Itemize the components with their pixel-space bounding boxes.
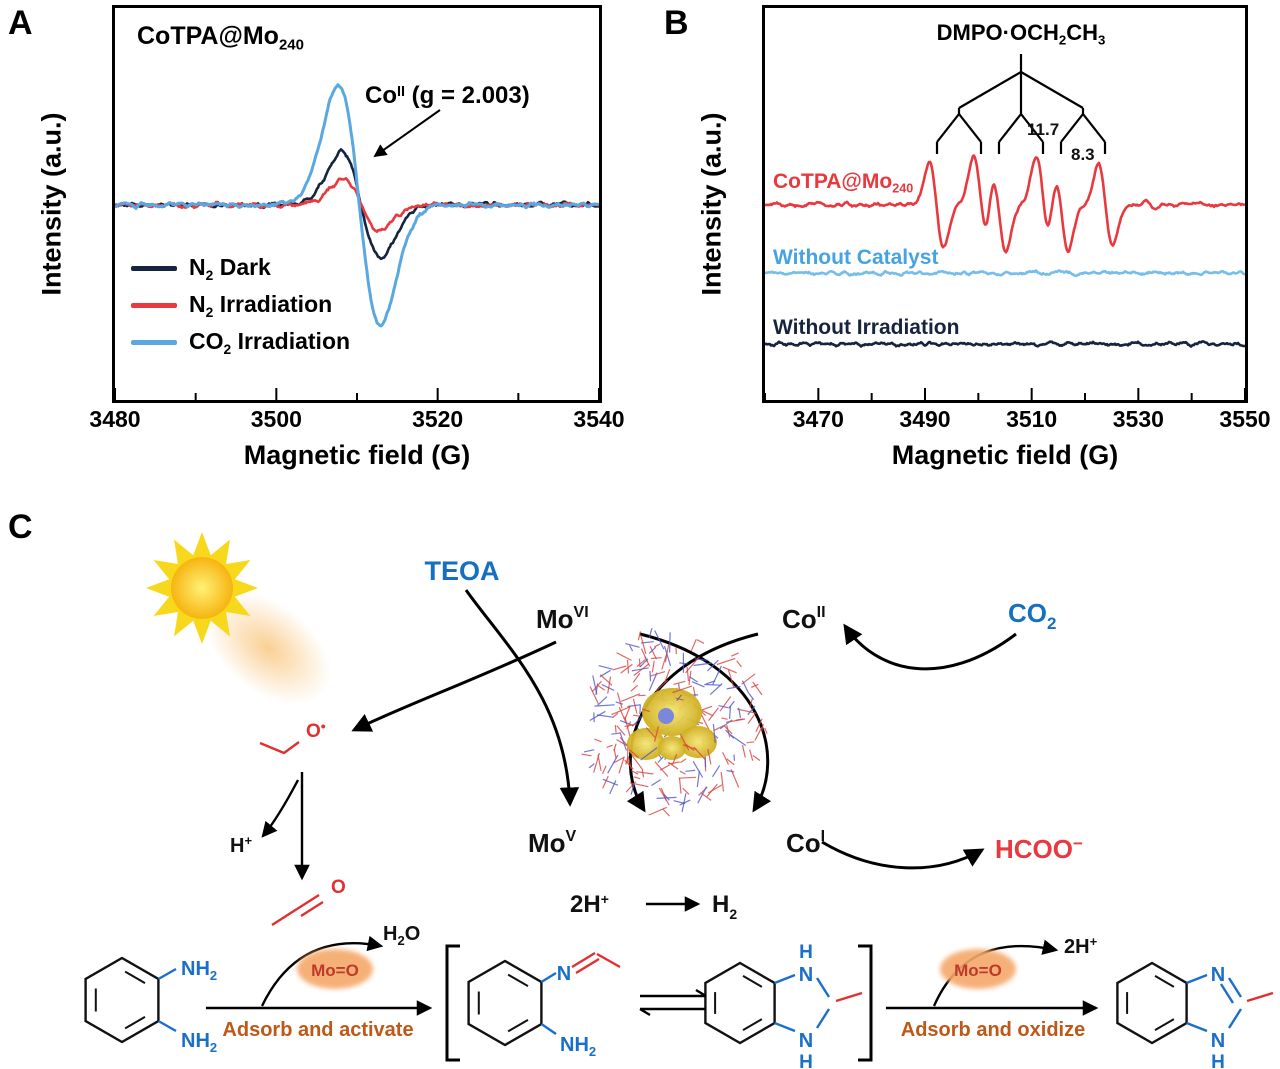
sunlight-glow [205,591,331,705]
legend-item-n2-dark: N2 Dark [131,250,350,287]
coupling-value-a2: 8.3 [1071,145,1095,164]
co2-label: CO2 [1008,598,1056,633]
panel-a-title: CoTPA@Mo240 [137,22,304,54]
acetaldehyde-structure [271,893,324,927]
h-plus-branch-arrow [261,779,300,838]
x-tick-label: 3500 [250,406,302,432]
step1-label: Adsorb and activate [222,1019,413,1041]
legend-item-co2-irradiation: CO2 Irradiation [131,324,350,361]
annotation-arrow [373,109,441,158]
h2-reaction-lhs: 2H+ [570,891,609,918]
hcoo-label: HCOO− [995,834,1083,864]
x-tick-label: 3550 [1219,406,1271,432]
panel-a-annotation: CoII (g = 2.003) [365,82,530,109]
equilibrium-arrows [639,988,707,1017]
imidazoline-h3-label: H [799,1052,813,1069]
step2-label: Adsorb and oxidize [901,1019,1085,1041]
aldehyde-o-label: O [331,877,346,898]
ethoxy-radical-structure [259,741,300,755]
epr-trace [765,269,1245,278]
panel-a-xlabel: Magnetic field (G) [243,440,471,470]
axis-tick-marks [115,388,599,400]
panel-a-epr-chart [115,83,599,400]
panel-a-plot: CoTPA@Mo240 CoII (g = 2.003) N2 Dark N2 … [112,5,602,403]
panel-a-legend: N2 Dark N2 Irradiation CO2 Irradiation [131,250,350,361]
mo-o-badge-1-text: Mo=O [311,961,359,980]
panel-a-ylabel: Intensity (a.u.) [36,112,67,296]
teoa-label: TEOA [424,556,499,586]
panel-b-epr-chart: 11.7 8.3 [765,54,1245,400]
panel-a-label: A [8,4,33,42]
nh2-label-top: NH2 [181,958,217,983]
red-bonds [571,951,1274,1003]
panel-b-xlabel: Magnetic field (G) [891,440,1119,470]
x-tick-label: 3490 [899,406,951,432]
product-h-label: H [1211,1052,1225,1069]
x-tick-label: 3470 [792,406,844,432]
c-n-bonds [157,967,1243,1035]
epr-trace [765,154,1245,254]
trace-label-without-catalyst: Without Catalyst [773,246,939,269]
x-tick-label: 3540 [573,406,625,432]
panel-b-plot: 11.7 8.3 CoTPA@Mo240 Without Catalyst Wi… [762,5,1248,403]
two-h-plus-label: 2H+ [1064,934,1098,958]
mo-o-badge-1 [297,949,373,989]
x-tick-label: 3520 [412,406,464,432]
x-tick-label: 3480 [89,406,141,432]
trace-label-cotpa: CoTPA@Mo240 [773,170,914,196]
movi-to-radical-arrow [351,640,557,732]
co-ii-label: CoII [782,604,826,634]
h2o-label: H2O [383,923,420,948]
sun-icon [146,532,258,644]
coupling-value-a1: 11.7 [1027,120,1059,139]
imidazoline-n3-label: N [799,1030,813,1052]
imine-n-label: N [557,963,571,985]
h2o-release-arc [260,935,384,1007]
legend-swatch [131,303,177,308]
panel-c-mechanism: MoVI CoII MoV CoI TEOA CO2 HCOO− O• H+ O… [84,532,1274,1069]
imidazoline-h1-label: H [799,942,813,963]
mo-o-badge-2-text: Mo=O [954,961,1002,980]
mo240-cluster-image [576,626,768,817]
hyperfine-splitting-tree [935,54,1107,154]
product-n1-label: N [1211,964,1225,986]
legend-item-n2-irradiation: N2 Irradiation [131,287,350,324]
imidazoline-n1-label: N [799,964,813,986]
h-plus-label: H+ [230,833,252,857]
legend-swatch [131,266,177,271]
bracket-left [445,944,460,1062]
mo-v-label: MoV [528,828,577,858]
x-tick-label: 3510 [1006,406,1058,432]
product-n3-label: N [1211,1030,1225,1052]
axis-tick-marks [765,388,1245,400]
panel-c-label: C [8,508,33,546]
co-i-label: CoI [786,828,825,858]
panel-b-adduct-label: DMPO·OCH2CH3 [936,20,1106,48]
nh2-label-bottom: NH2 [181,1030,217,1055]
co2-to-coii-arrow [843,623,1017,671]
panel-b-ylabel: Intensity (a.u.) [696,112,727,296]
radical-o-label: O• [306,718,326,742]
epr-trace [115,83,599,328]
mo-vi-label: MoVI [536,604,589,634]
coi-to-hcoo-arrow [821,840,985,870]
bracket-right [858,944,873,1062]
h2-reaction-rhs: H2 [712,891,737,922]
legend-swatch [131,340,177,345]
x-tick-label: 3530 [1112,406,1164,432]
panel-b-label: B [664,4,689,42]
mo-o-badge-2 [940,949,1016,989]
teoa-to-mov-arrow [464,589,580,807]
trace-label-without-irradiation: Without Irradiation [773,316,960,339]
imine-nh2-label: NH2 [560,1034,596,1059]
epr-trace [765,340,1245,348]
